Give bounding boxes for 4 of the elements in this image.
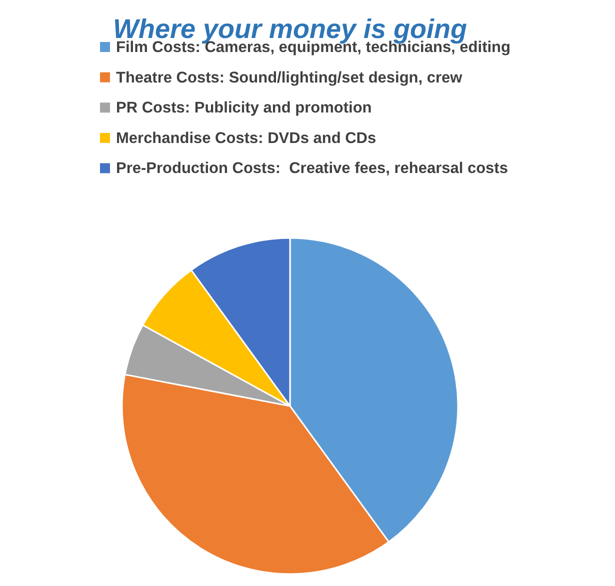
legend-label: Theatre Costs: Sound/lighting/set design, crew bbox=[116, 69, 464, 86]
legend-label: PR Costs: Publicity and promotion bbox=[116, 100, 372, 117]
legend-label: Pre-Production Costs: Creative fees, rehearsal costs bbox=[116, 160, 508, 178]
legend-label: Merchandise Costs: DVDs and CDs bbox=[116, 130, 376, 147]
